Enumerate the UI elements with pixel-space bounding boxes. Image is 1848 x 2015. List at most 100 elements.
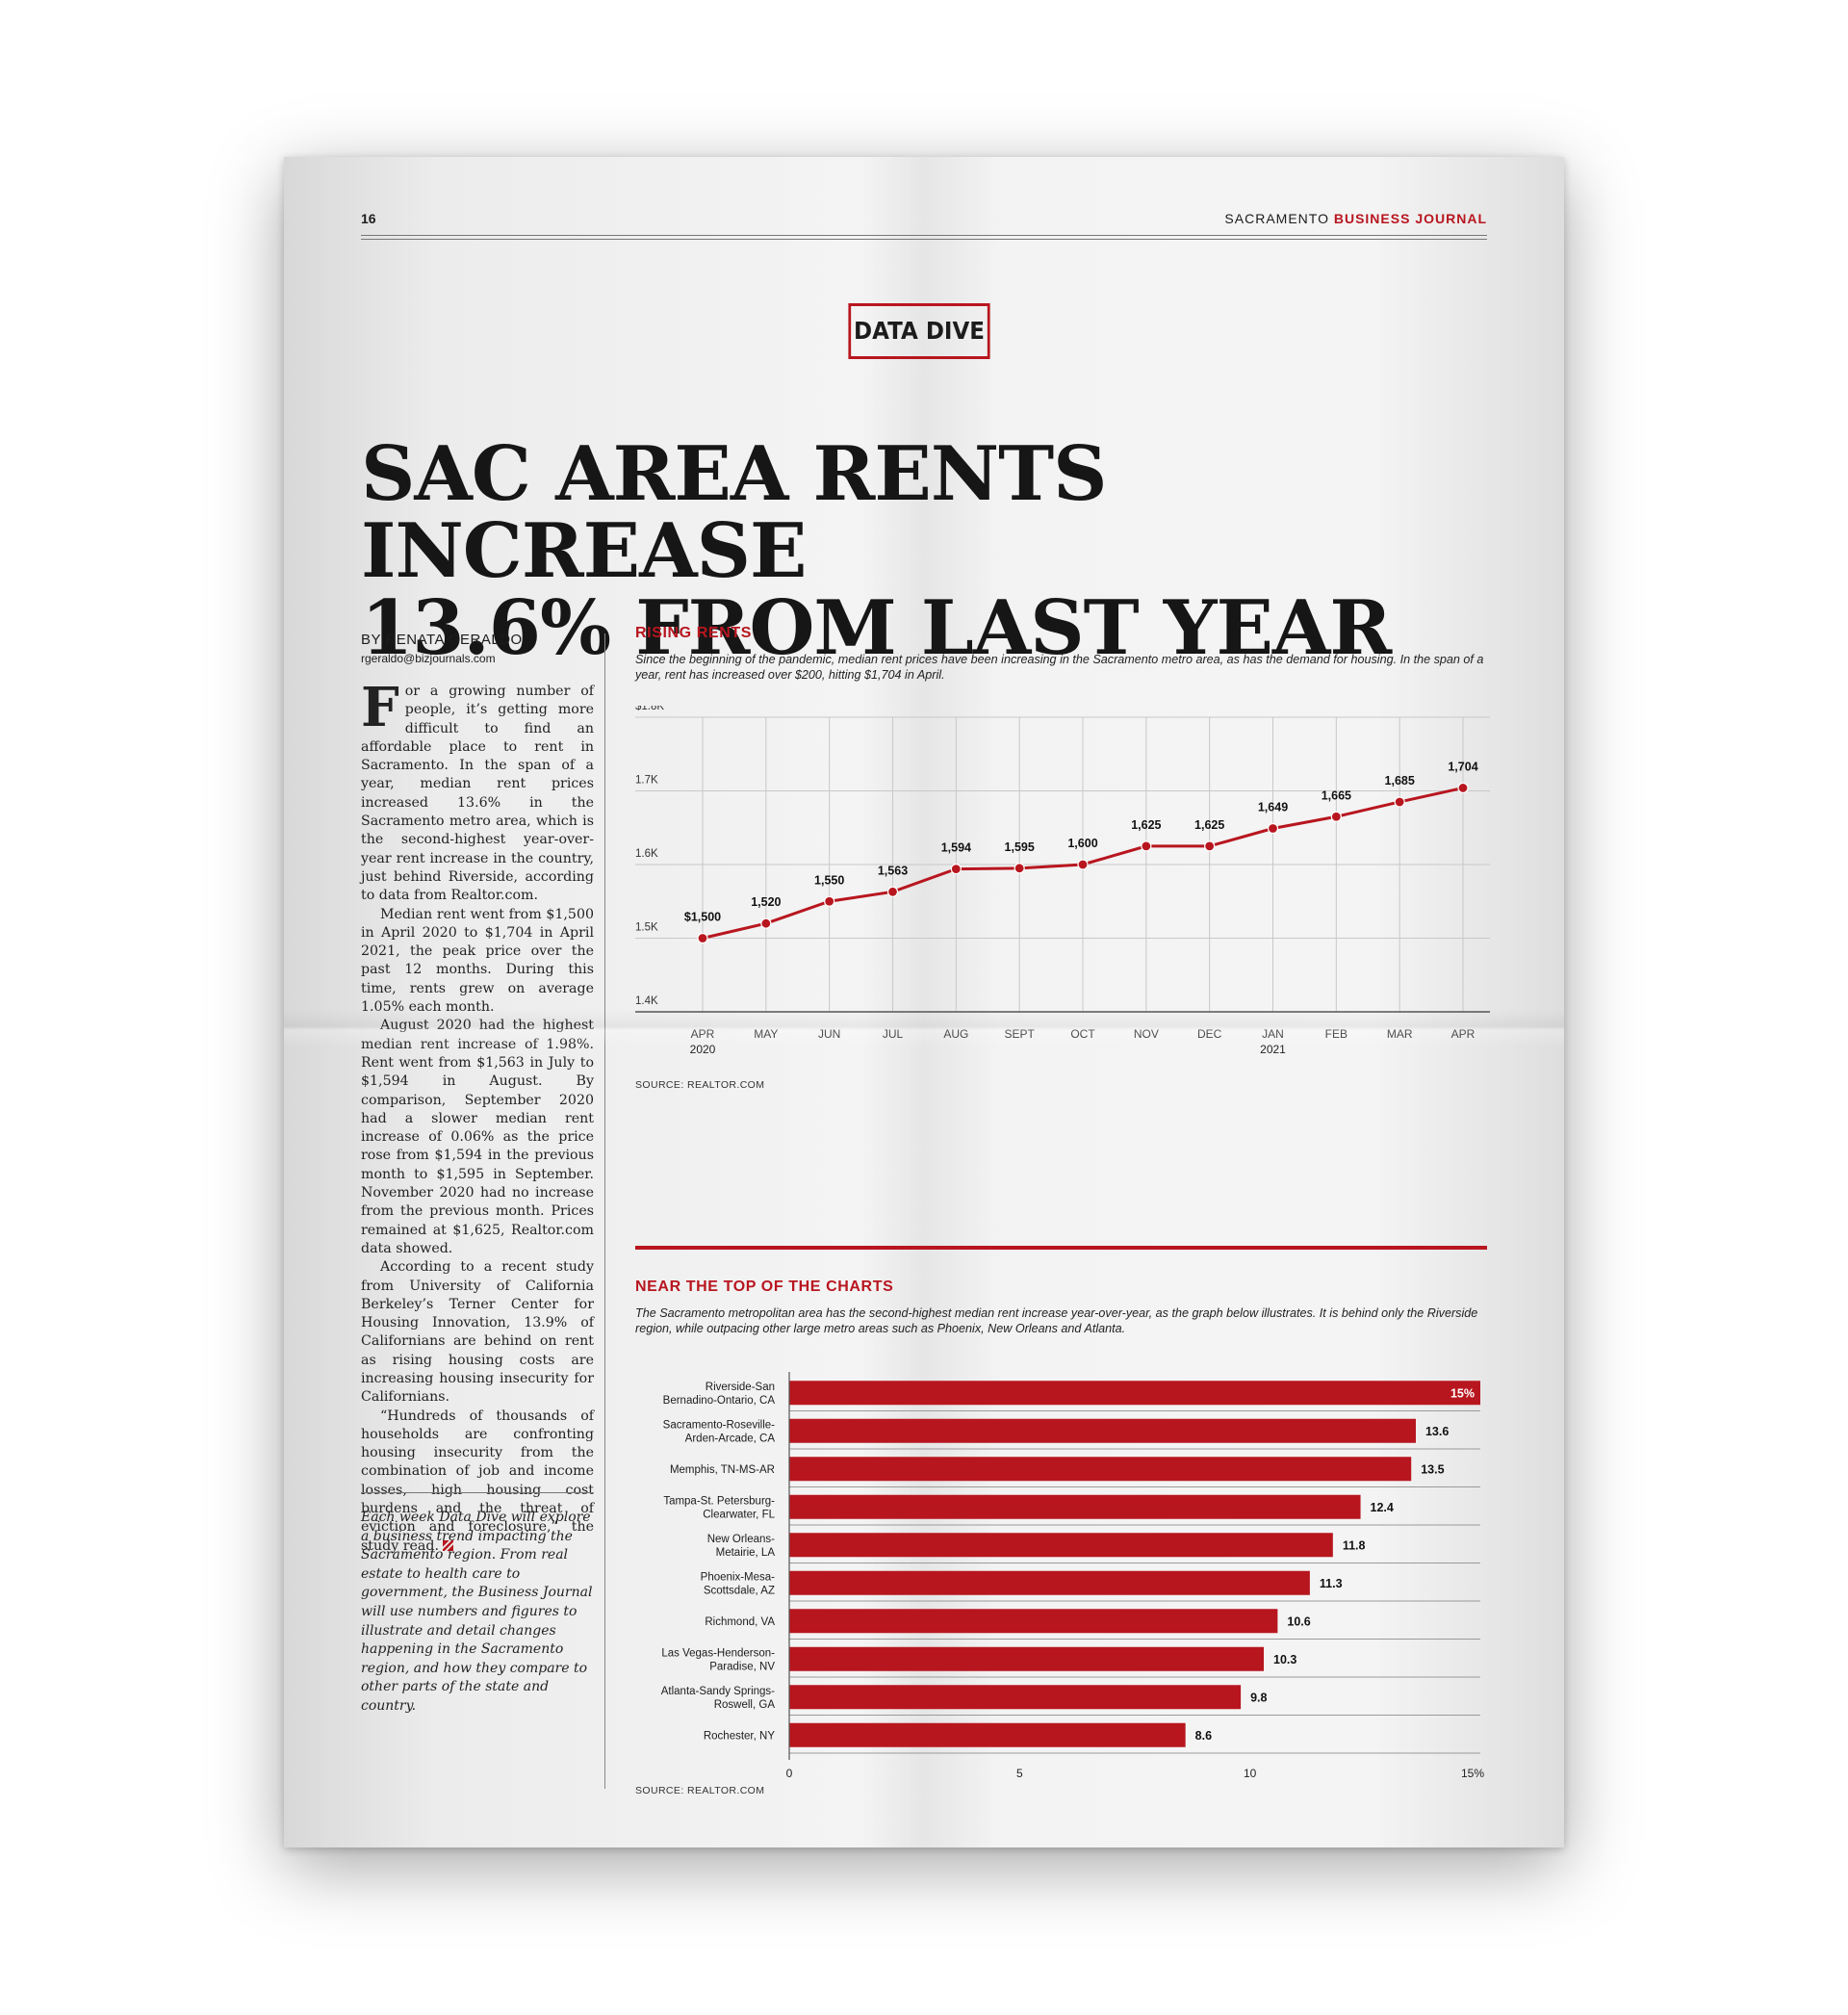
data-label: 1,625 bbox=[1194, 818, 1224, 832]
data-label: 1,520 bbox=[751, 895, 781, 909]
header-rule bbox=[361, 239, 1487, 240]
x-tick-label: JUL bbox=[883, 1027, 904, 1041]
x-tick-label: 2020 bbox=[690, 1043, 716, 1056]
bar bbox=[789, 1685, 1242, 1710]
publication-name-bold: BUSINESS JOURNAL bbox=[1333, 211, 1487, 226]
y-tick-label: 1.5K bbox=[635, 922, 658, 934]
x-tick-label: APR bbox=[1451, 1027, 1476, 1041]
chart-source: SOURCE: REALTOR.COM bbox=[635, 1785, 765, 1796]
byline: BY RENATA GERALDO bbox=[361, 632, 523, 648]
x-tick-label: OCT bbox=[1070, 1027, 1095, 1041]
bar bbox=[789, 1646, 1265, 1671]
data-point bbox=[760, 917, 772, 929]
category-label: New Orleans- bbox=[707, 1534, 775, 1545]
bar bbox=[789, 1457, 1412, 1482]
category-label: Sacramento-Roseville- bbox=[663, 1419, 775, 1431]
data-point bbox=[950, 863, 962, 875]
paragraph: Median rent went from $1,500 in April 20… bbox=[361, 906, 594, 1016]
category-label: Phoenix-Mesa- bbox=[701, 1571, 776, 1583]
category-label: Roswell, GA bbox=[714, 1699, 776, 1711]
data-point bbox=[1330, 811, 1342, 822]
x-tick-label: MAY bbox=[754, 1027, 778, 1041]
y-tick-label: 1.7K bbox=[635, 775, 658, 787]
drop-cap: F bbox=[361, 676, 399, 739]
data-label: 1,704 bbox=[1448, 760, 1477, 773]
data-point bbox=[1267, 822, 1279, 835]
x-tick-label: 0 bbox=[786, 1767, 793, 1780]
chart-source: SOURCE: REALTOR.COM bbox=[635, 1079, 765, 1091]
x-tick-label: 10 bbox=[1244, 1767, 1257, 1780]
section-kicker: DATA DIVE bbox=[848, 303, 990, 359]
data-label: 13.5 bbox=[1421, 1462, 1444, 1476]
bar bbox=[789, 1533, 1333, 1558]
category-label: Tampa-St. Petersburg- bbox=[663, 1495, 775, 1507]
publication-name-regular: SACRAMENTO bbox=[1224, 211, 1329, 226]
bar bbox=[789, 1494, 1361, 1519]
paragraph: August 2020 had the highest median rent … bbox=[361, 1018, 594, 1256]
chart-subtitle-rising-rents: Since the beginning of the pandemic, med… bbox=[635, 653, 1484, 682]
end-mark-icon bbox=[442, 1539, 453, 1551]
data-point bbox=[1141, 840, 1152, 852]
headline-line-1: SAC AREA RENTS INCREASE bbox=[361, 430, 1107, 595]
line-chart: 1.4K 1.5K 1.6K 1.7K $1.8K $1,500 APR 2020 1,520 M… bbox=[635, 706, 1490, 1056]
data-label: 1,594 bbox=[941, 841, 971, 855]
data-point bbox=[1457, 782, 1469, 794]
paragraph: According to a recent study from Univers… bbox=[361, 1259, 594, 1406]
category-label: Scottsdale, AZ bbox=[704, 1585, 775, 1596]
x-tick-label: MAR bbox=[1387, 1027, 1413, 1041]
data-label: 8.6 bbox=[1195, 1729, 1212, 1743]
data-label: 11.8 bbox=[1343, 1538, 1366, 1552]
x-tick-label: 15% bbox=[1461, 1767, 1484, 1780]
data-label: 1,665 bbox=[1322, 788, 1351, 802]
category-label: Rochester, NY bbox=[704, 1730, 775, 1742]
category-label: Clearwater, FL bbox=[703, 1509, 775, 1520]
page-number: 16 bbox=[361, 211, 376, 226]
category-label: Bernadino-Ontario, CA bbox=[663, 1395, 776, 1407]
data-point bbox=[1077, 859, 1089, 870]
category-label: Richmond, VA bbox=[705, 1616, 775, 1628]
category-label: Arden-Arcade, CA bbox=[685, 1433, 776, 1444]
author-email: rgeraldo@bizjournals.com bbox=[361, 652, 496, 665]
section-divider bbox=[635, 1246, 1487, 1250]
data-label: 1,649 bbox=[1258, 801, 1288, 814]
data-label: 1,563 bbox=[878, 864, 908, 877]
data-label: 13.6 bbox=[1425, 1425, 1449, 1438]
x-tick-label: NOV bbox=[1134, 1027, 1159, 1041]
headline: SAC AREA RENTS INCREASE 13.6% FROM LAST … bbox=[361, 436, 1497, 667]
series-note: Each week Data Dive will explore a busin… bbox=[361, 1510, 593, 1714]
data-label: 1,595 bbox=[1005, 840, 1035, 854]
category-label: Memphis, TN-MS-AR bbox=[670, 1464, 775, 1476]
data-label: 10.3 bbox=[1273, 1653, 1296, 1666]
data-label: 11.3 bbox=[1320, 1577, 1343, 1590]
data-label: $1,500 bbox=[684, 911, 721, 924]
x-tick-label: JAN bbox=[1262, 1027, 1284, 1041]
chart-subtitle-near-top: The Sacramento metropolitan area has the… bbox=[635, 1306, 1478, 1335]
magazine-page: 16 SACRAMENTO BUSINESS JOURNAL DATA DIVE… bbox=[284, 157, 1564, 1847]
headline-line-2: 13.6% FROM LAST YEAR bbox=[361, 584, 1392, 672]
data-label: 15% bbox=[1450, 1386, 1475, 1400]
data-point bbox=[697, 932, 708, 944]
data-point bbox=[1014, 863, 1025, 874]
x-tick-label: SEPT bbox=[1004, 1027, 1035, 1041]
data-label: 1,550 bbox=[814, 873, 844, 887]
bar-chart: Riverside-San Bernadino-Ontario, CA 15% Sac… bbox=[661, 1372, 1484, 1780]
bar bbox=[789, 1418, 1416, 1443]
x-tick-label: JUN bbox=[818, 1027, 840, 1041]
chart-title-near-top: NEAR THE TOP OF THE CHARTS bbox=[635, 1279, 894, 1295]
x-tick-label: 2021 bbox=[1260, 1043, 1286, 1056]
x-tick-label: AUG bbox=[943, 1027, 968, 1041]
bar bbox=[789, 1722, 1186, 1747]
data-label: 1,600 bbox=[1067, 837, 1097, 850]
data-point bbox=[1204, 840, 1216, 852]
chart-title-rising-rents: RISING RENTS bbox=[635, 625, 752, 641]
data-label: 12.4 bbox=[1371, 1501, 1394, 1514]
data-point bbox=[1394, 796, 1405, 808]
publication-name: SACRAMENTO BUSINESS JOURNAL bbox=[1224, 211, 1487, 226]
category-label: Las Vegas-Henderson- bbox=[661, 1647, 775, 1659]
x-tick-label: DEC bbox=[1197, 1027, 1222, 1041]
y-tick-label: 1.4K bbox=[635, 995, 658, 1007]
bar bbox=[789, 1381, 1480, 1406]
category-label: Paradise, NV bbox=[709, 1661, 775, 1672]
